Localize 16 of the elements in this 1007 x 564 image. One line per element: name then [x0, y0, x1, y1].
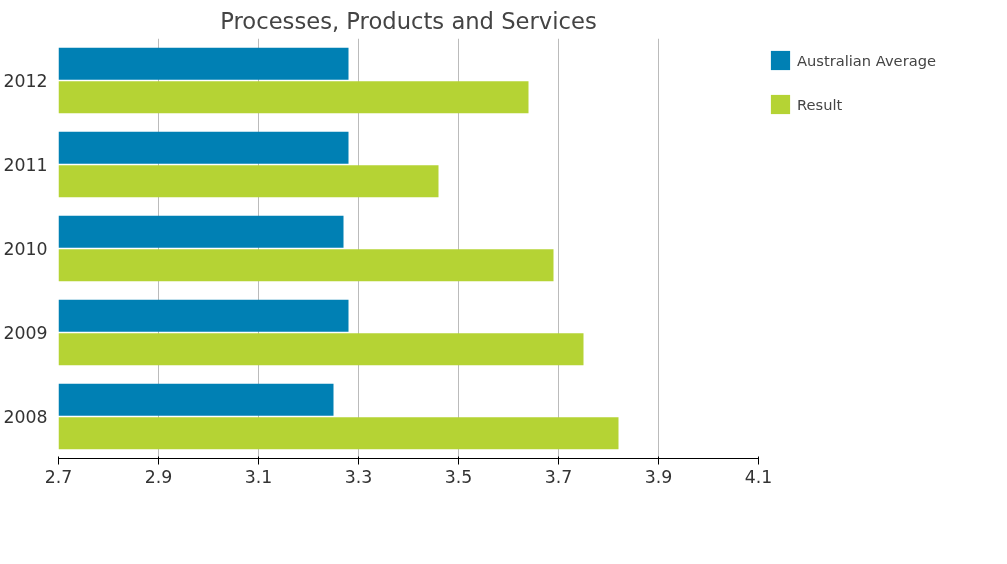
- y-tick-label: 2009: [3, 323, 48, 343]
- x-tick-label: 3.7: [544, 466, 573, 487]
- x-tick-label: 3.9: [644, 466, 673, 487]
- legend-label: Australian Average: [797, 51, 936, 69]
- y-tick-label: 2010: [3, 239, 48, 259]
- y-tick-label: 2011: [3, 155, 48, 175]
- chart-title: Processes, Products and Services: [220, 7, 597, 34]
- y-tick-label: 2008: [3, 407, 48, 427]
- y-tick-label: 2012: [3, 71, 48, 91]
- legend-label: Result: [797, 95, 843, 113]
- x-tick-label: 4.1: [744, 466, 773, 487]
- x-tick-label: 2.9: [144, 466, 173, 487]
- x-tick-label: 3.5: [444, 466, 473, 487]
- x-tick-label: 3.3: [344, 466, 373, 487]
- x-tick-label: 2.7: [44, 466, 73, 487]
- x-tick-label: 3.1: [244, 466, 273, 487]
